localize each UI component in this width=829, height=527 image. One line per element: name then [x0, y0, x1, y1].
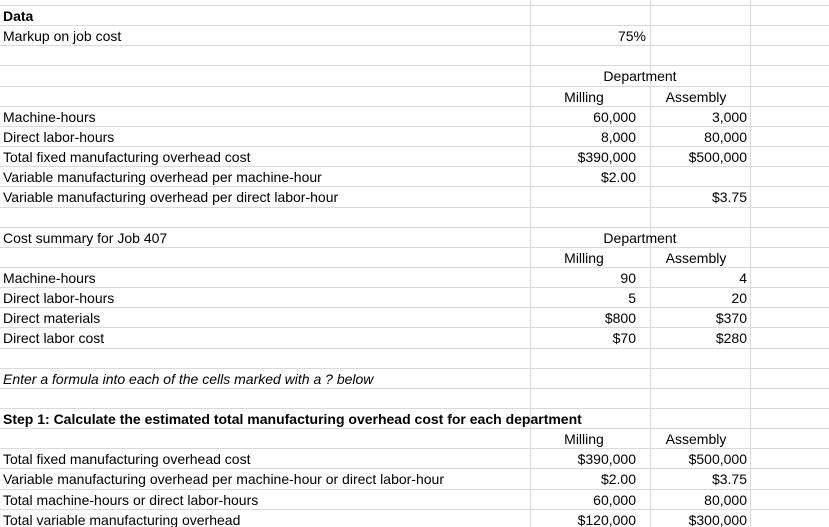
row-label: Markup on job cost — [3, 28, 122, 45]
row-label: Direct materials — [3, 310, 101, 327]
row-gridline — [0, 186, 829, 188]
cell-value: 3,000 — [711, 108, 747, 125]
cell-value: 5 — [628, 290, 636, 307]
row-label: Variable manufacturing overhead per dire… — [3, 189, 339, 206]
row-gridline — [0, 5, 829, 6]
row-gridline — [0, 25, 829, 27]
row-gridline — [0, 125, 829, 127]
cell-value: 60,000 — [593, 108, 636, 125]
column-header: Assembly — [665, 88, 727, 105]
column-header: Milling — [564, 431, 604, 448]
row-label: Machine-hours — [3, 269, 96, 286]
row-gridline — [0, 166, 829, 168]
cell-value: 80,000 — [704, 491, 747, 508]
cell-value: $3.75 — [711, 471, 747, 488]
step-title: Step 1: Calculate the estimated total ma… — [3, 411, 582, 427]
row-gridline — [0, 266, 829, 268]
cell-value: $500,000 — [688, 451, 747, 468]
row-gridline — [0, 347, 829, 349]
cell-value: $390,000 — [577, 149, 636, 166]
column-header: Milling — [564, 88, 604, 105]
column-group-header: Department — [603, 68, 677, 85]
row-label: Direct labor-hours — [3, 290, 115, 307]
cell-value: $2.00 — [600, 169, 636, 186]
row-label: Direct labor cost — [3, 330, 105, 347]
row-gridline — [0, 246, 829, 248]
row-gridline — [0, 428, 829, 430]
cell-value: 8,000 — [600, 128, 636, 145]
row-gridline — [0, 367, 829, 369]
row-label: Variable manufacturing overhead per mach… — [3, 169, 322, 186]
row-label: Total fixed manufacturing overhead cost — [3, 451, 251, 468]
cell-value: 80,000 — [704, 128, 747, 145]
row-gridline — [0, 105, 829, 107]
row-gridline — [0, 45, 829, 47]
column-header: Assembly — [665, 431, 727, 448]
cell-value: $280 — [715, 330, 747, 347]
cell-value: 20 — [731, 290, 747, 307]
column-header: Milling — [564, 249, 604, 266]
row-gridline — [0, 226, 829, 228]
cell-value: 4 — [739, 269, 747, 286]
row-gridline — [0, 508, 829, 510]
cell-value: 75% — [617, 28, 646, 45]
row-gridline — [0, 307, 829, 309]
row-label: Total machine-hours or direct labor-hour… — [3, 491, 259, 508]
cell-value: $800 — [604, 310, 636, 327]
row-label: Cost summary for Job 407 — [3, 229, 168, 246]
column-group-header: Department — [603, 229, 677, 246]
cell-value: $70 — [612, 330, 636, 347]
row-gridline — [0, 408, 829, 409]
cell-value: $3.75 — [711, 189, 747, 206]
row-label: Machine-hours — [3, 108, 96, 125]
row-gridline — [0, 448, 829, 450]
cell-value: $2.00 — [600, 471, 636, 488]
column-gridline — [650, 0, 651, 527]
row-gridline — [0, 468, 829, 470]
cell-value: 90 — [620, 269, 636, 286]
row-gridline — [0, 327, 829, 329]
instruction: Enter a formula into each of the cells m… — [3, 370, 374, 387]
cell-value: 60,000 — [593, 491, 636, 508]
cell-value: $300,000 — [688, 511, 747, 527]
row-gridline — [0, 387, 829, 389]
row-gridline — [0, 65, 829, 67]
row-gridline — [0, 287, 829, 289]
row-label: Total variable manufacturing overhead — [3, 511, 241, 527]
cell-value: $390,000 — [577, 451, 636, 468]
row-gridline — [0, 488, 829, 490]
cell-value: $120,000 — [577, 511, 636, 527]
section-title: Data — [3, 8, 34, 24]
cell-value: $370 — [715, 310, 747, 327]
column-header: Assembly — [665, 249, 727, 266]
row-label: Direct labor-hours — [3, 128, 115, 145]
row-label: Total fixed manufacturing overhead cost — [3, 149, 251, 166]
row-gridline — [0, 146, 829, 148]
row-label: Variable manufacturing overhead per mach… — [3, 471, 444, 488]
cell-value: $500,000 — [688, 149, 747, 166]
column-gridline — [750, 0, 751, 527]
row-gridline — [0, 206, 829, 208]
row-gridline — [0, 85, 829, 87]
column-gridline — [530, 0, 531, 527]
